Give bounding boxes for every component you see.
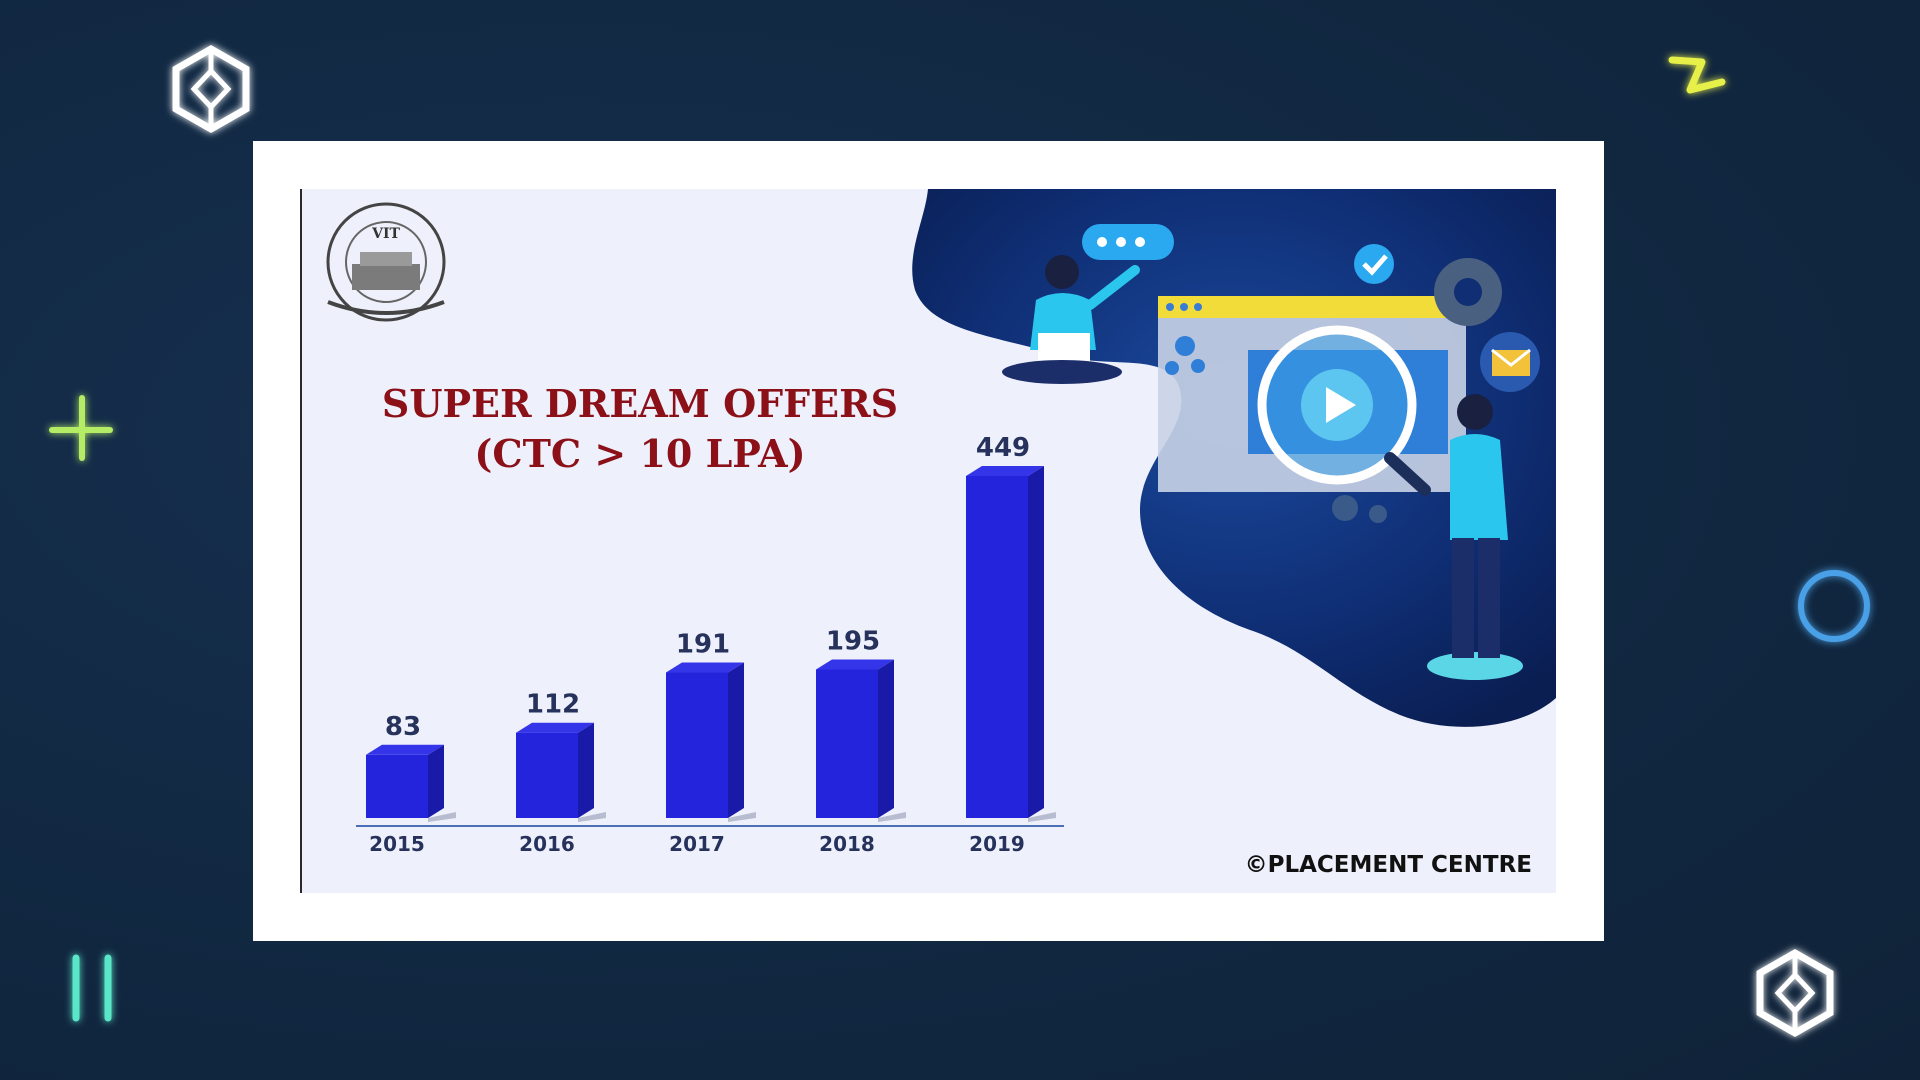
bar-chart: 83 2015 112 2016 191 2017 195 2018 449 2019: [356, 433, 1064, 856]
plus-icon: [49, 395, 113, 461]
bar-shadow: [1028, 812, 1056, 822]
data-label-2018: 195: [826, 626, 880, 656]
bar-2017: [666, 672, 728, 818]
bar-shadow: [728, 812, 756, 822]
person-sitting: [1002, 255, 1140, 384]
bar-top-2019: [966, 466, 1044, 476]
tick-label-2018: 2018: [819, 832, 875, 856]
vit-logo: VIT: [326, 202, 446, 322]
gear-icon: [1165, 336, 1205, 375]
pause-icon: [72, 954, 112, 1022]
bar-top-2015: [366, 744, 444, 755]
bar-top-2018: [816, 659, 894, 670]
bar-shadow: [878, 812, 906, 822]
bar-2016: [516, 732, 578, 818]
copyright-text: ©PLACEMENT CENTRE: [1245, 852, 1532, 878]
bar-side-2019: [1028, 466, 1044, 818]
tick-label-2017: 2017: [669, 832, 725, 856]
gear-icon: [1434, 258, 1502, 326]
bar-2019: [966, 476, 1028, 818]
bar-shadow: [428, 812, 456, 822]
speech-bubble: [1082, 224, 1174, 260]
bar-top-2017: [666, 662, 744, 673]
tick-label-2019: 2019: [969, 832, 1025, 856]
bar-2015: [366, 754, 428, 818]
data-label-2016: 112: [526, 690, 580, 720]
bar-side-2015: [428, 744, 444, 818]
logo-text: VIT: [371, 226, 400, 242]
cube-icon: [172, 44, 250, 134]
tick-label-2016: 2016: [519, 832, 575, 856]
bar-shadow: [578, 812, 606, 822]
bar-side-2016: [578, 722, 594, 818]
data-label-2017: 191: [676, 630, 730, 660]
zigzag-icon: [1668, 56, 1726, 94]
gear-icon: [1332, 495, 1387, 523]
cube-icon: [1756, 948, 1834, 1038]
placement-illustration: [912, 189, 1556, 727]
play-icon: [1301, 369, 1373, 441]
tick-label-2015: 2015: [369, 832, 425, 856]
data-label-2019: 449: [976, 433, 1030, 463]
bar-side-2018: [878, 659, 894, 818]
data-label-2015: 83: [385, 712, 421, 742]
mail-icon: [1480, 332, 1540, 392]
bar-side-2017: [728, 662, 744, 818]
bar-2018: [816, 669, 878, 818]
bar-top-2016: [516, 722, 594, 733]
check-icon: [1354, 244, 1394, 284]
circle-icon: [1798, 570, 1870, 642]
chart-subtitle: (CTC > 10 LPA): [474, 431, 805, 476]
person-standing: [1427, 394, 1523, 680]
chart-title: SUPER DREAM OFFERS: [382, 381, 898, 426]
